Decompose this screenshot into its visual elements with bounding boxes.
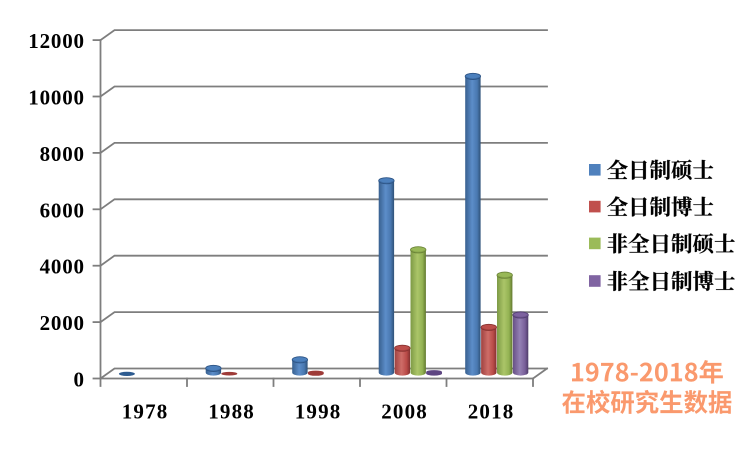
svg-text:10000: 10000 [28, 86, 85, 110]
svg-text:2000: 2000 [40, 311, 85, 335]
svg-text:12000: 12000 [28, 29, 85, 53]
svg-text:6000: 6000 [40, 198, 85, 222]
svg-text:2008: 2008 [381, 400, 428, 424]
svg-text:1988: 1988 [208, 400, 255, 424]
svg-text:1998: 1998 [295, 400, 342, 424]
svg-text:2018: 2018 [468, 400, 515, 424]
svg-text:0: 0 [73, 368, 84, 392]
svg-text:1978: 1978 [122, 400, 169, 424]
svg-text:4000: 4000 [40, 255, 85, 279]
svg-text:8000: 8000 [40, 142, 85, 166]
